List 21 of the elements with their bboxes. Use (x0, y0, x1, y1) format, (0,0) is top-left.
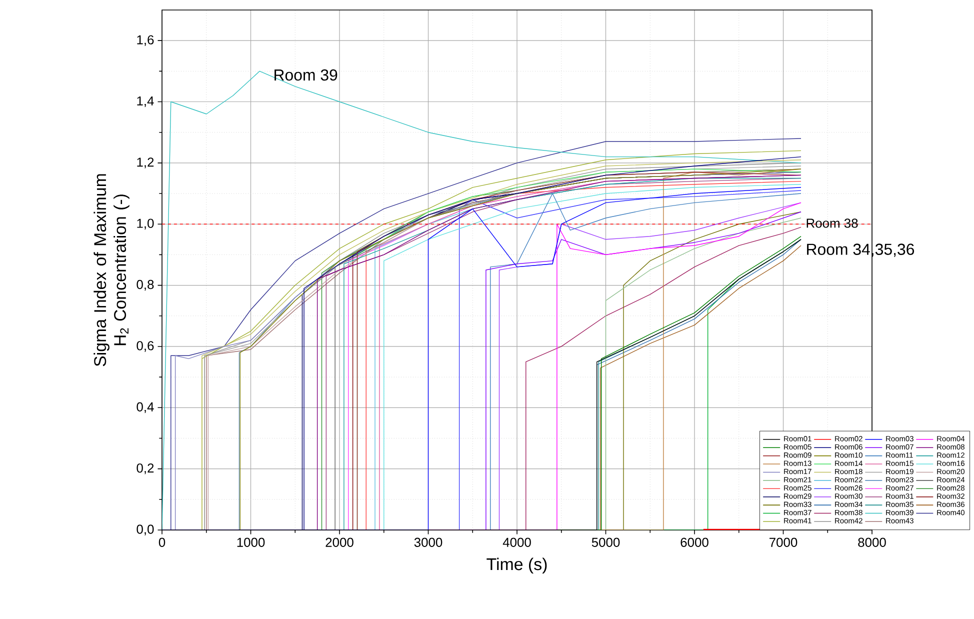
y-tick-label: 0,4 (136, 402, 154, 413)
x-axis-title: Time (s) (486, 558, 547, 574)
y-tick-label: 0,2 (136, 463, 154, 474)
annotation: Room 38 (806, 218, 858, 228)
x-tick-label: 0 (158, 538, 166, 547)
x-tick-label: 3000 (414, 538, 442, 547)
y-tick-label: 1,0 (137, 218, 154, 230)
x-tick-label: 8000 (858, 538, 886, 547)
y-tick-label: 1,4 (137, 96, 154, 108)
x-tick-label: 7000 (770, 538, 798, 547)
annotation: Room 39 (274, 69, 338, 81)
x-tick-label: 1000 (237, 538, 265, 547)
y-tick-label: 0,0 (136, 524, 154, 536)
x-tick-label: 4000 (502, 538, 531, 547)
y-tick-label: 0,8 (136, 280, 154, 291)
y-tick-label: 0,6 (136, 341, 154, 352)
x-tick-label: 2000 (326, 538, 354, 547)
x-tick-label: 5000 (592, 538, 620, 547)
y-tick-label: 1,2 (137, 158, 154, 168)
x-tick-label: 6000 (680, 538, 708, 547)
y-tick-label: 1,6 (137, 35, 154, 46)
